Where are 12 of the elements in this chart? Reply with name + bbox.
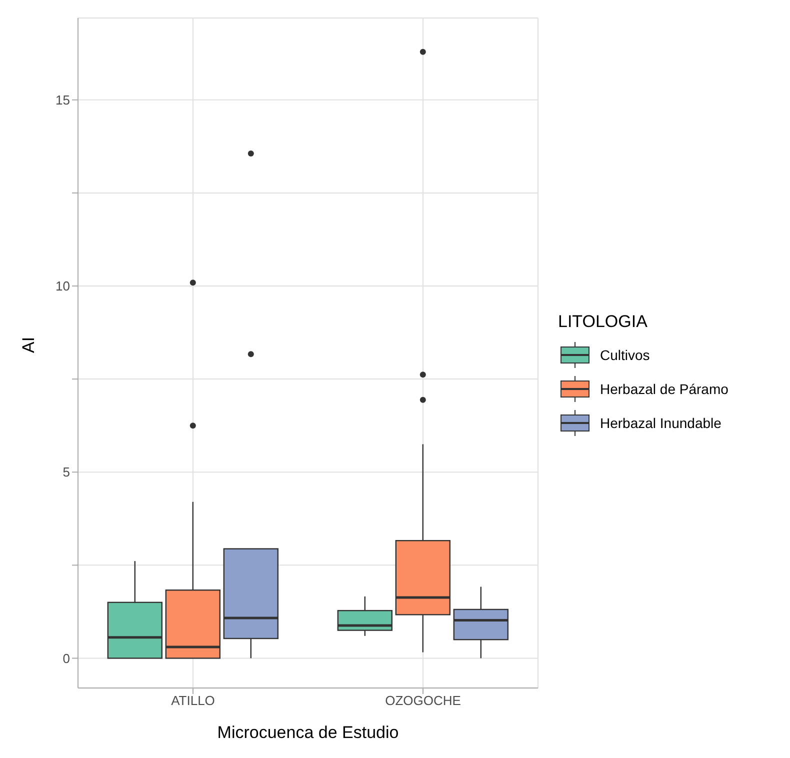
legend-label: Herbazal de Páramo	[600, 381, 728, 397]
legend-label: Cultivos	[600, 347, 650, 363]
y-tick-label: 5	[62, 464, 70, 480]
legend-label: Herbazal Inundable	[600, 415, 722, 431]
x-tick-label: ATILLO	[171, 693, 215, 708]
x-axis-title: Microcuenca de Estudio	[217, 723, 399, 742]
x-tick-label: OZOGOCHE	[385, 693, 462, 708]
y-axis-title: AI	[19, 336, 38, 353]
y-tick-label: 15	[56, 92, 70, 108]
legend-title: LITOLOGIA	[558, 312, 648, 332]
y-tick-label: 0	[62, 650, 70, 666]
y-tick-label: 10	[56, 278, 70, 294]
